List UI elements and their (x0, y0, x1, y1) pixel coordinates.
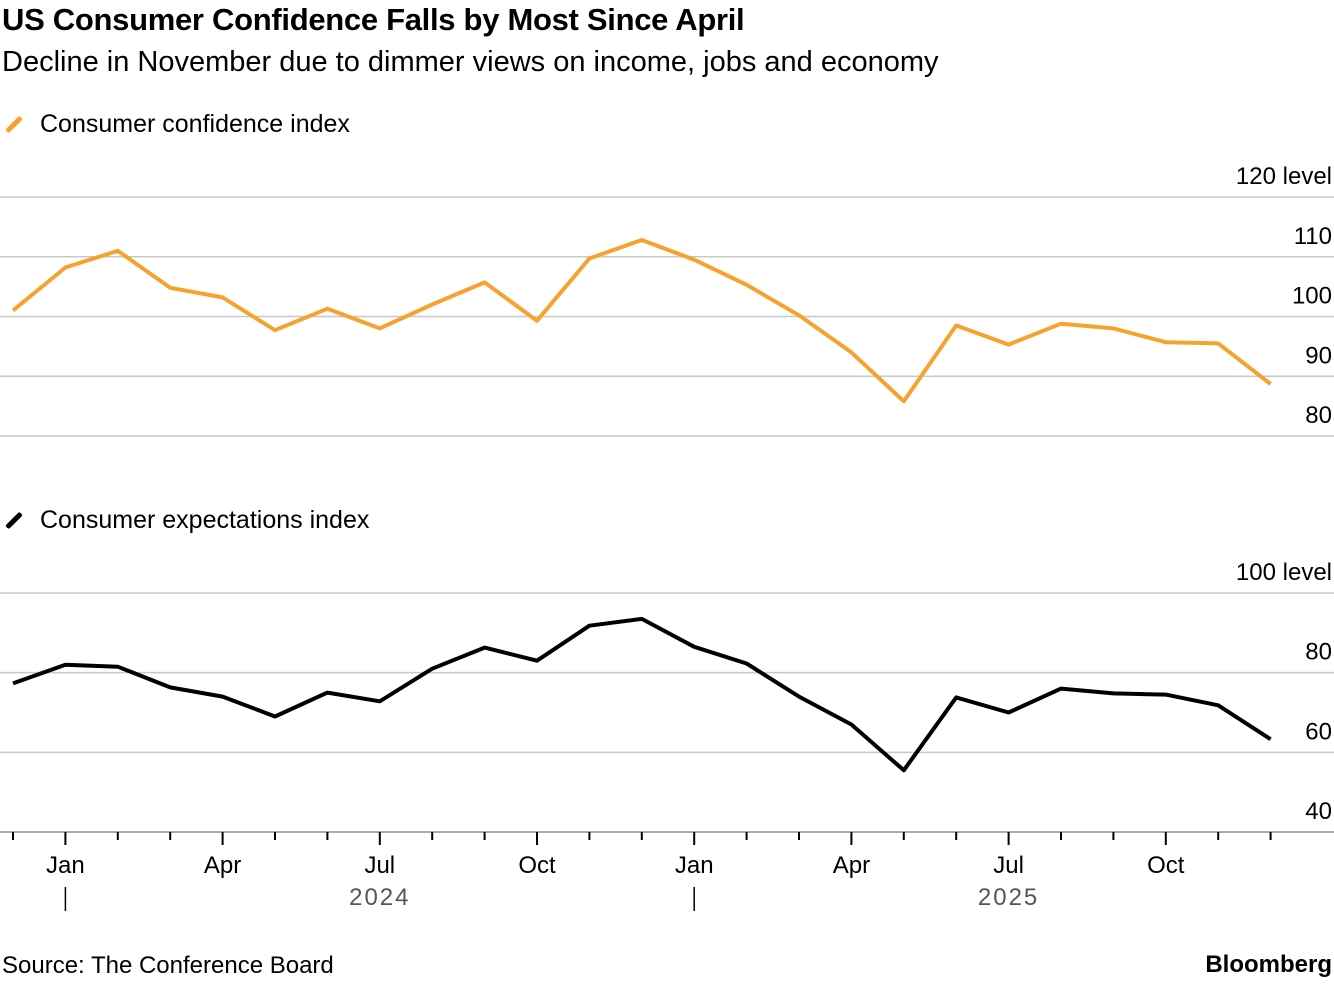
y-tick-label: 80 (1305, 402, 1332, 429)
brand-logo: Bloomberg (1205, 951, 1332, 978)
x-tick-label: Oct (1147, 852, 1185, 879)
year-label: 2024 (349, 884, 410, 911)
year-label: 2025 (978, 884, 1039, 911)
x-tick-label: Apr (204, 852, 241, 879)
y-tick-label: 110 (1294, 223, 1332, 250)
y-tick-label: 40 (1305, 798, 1332, 825)
legend-label: Consumer confidence index (40, 110, 350, 138)
x-tick-label: Oct (518, 852, 556, 879)
legend-expectations: Consumer expectations index (4, 506, 369, 535)
chart-title: US Consumer Confidence Falls by Most Sin… (2, 2, 745, 37)
source-note: Source: The Conference Board (2, 952, 334, 979)
x-tick-label: Jul (364, 852, 395, 879)
x-tick-label: Jul (993, 852, 1024, 879)
y-tick-label: 90 (1305, 342, 1332, 369)
chart-subtitle: Decline in November due to dimmer views … (2, 46, 939, 78)
y-tick-label: 60 (1305, 718, 1332, 745)
y-tick-label: 100 level (1236, 559, 1332, 586)
series-line-1 (12, 616, 1272, 773)
y-tick-label: 120 level (1236, 163, 1332, 190)
x-tick-label: Jan (46, 852, 85, 879)
y-tick-label: 80 (1305, 639, 1332, 666)
y-tick-label: 100 (1292, 283, 1332, 310)
x-tick-label: Jan (675, 852, 714, 879)
legend-confidence: Consumer confidence index (4, 110, 350, 139)
series-line-0 (11, 238, 1272, 404)
x-tick-label: Apr (833, 852, 870, 879)
legend-label: Consumer expectations index (40, 506, 370, 534)
